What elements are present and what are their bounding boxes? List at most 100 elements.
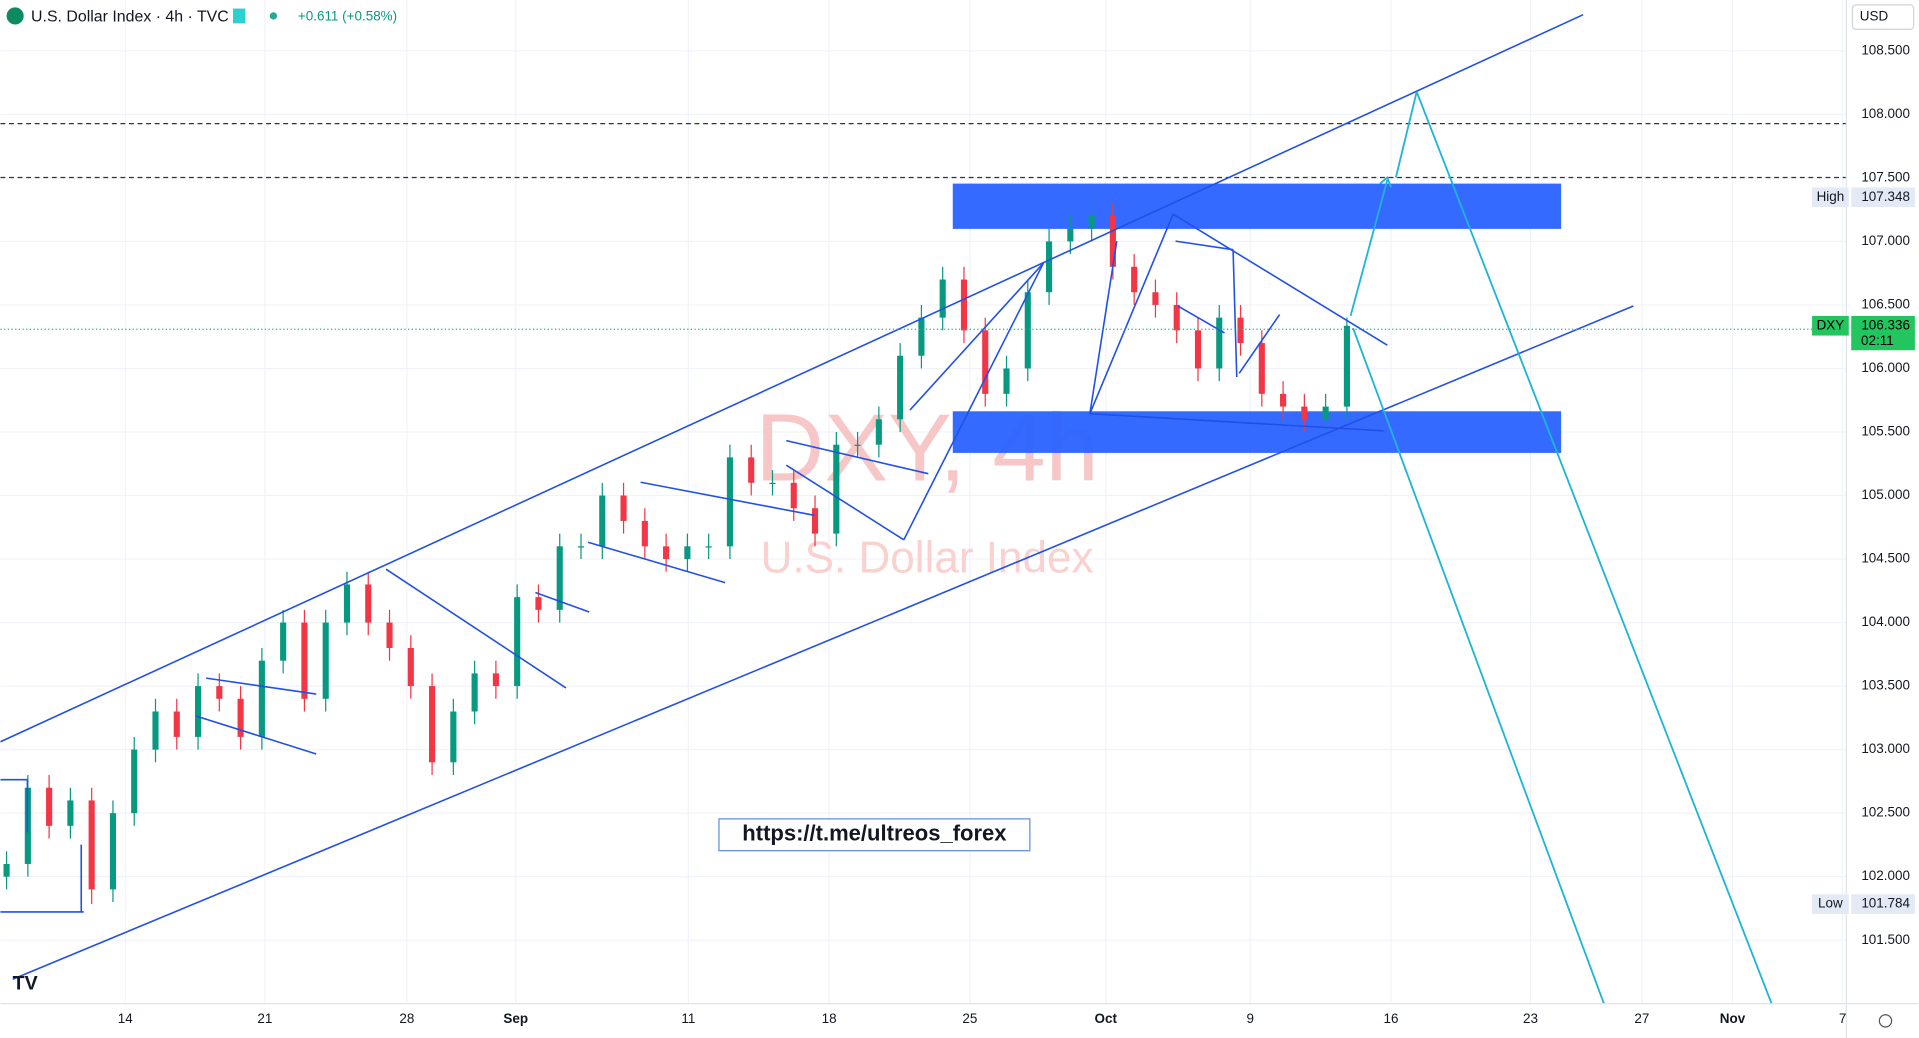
- settings-button[interactable]: [1878, 1014, 1893, 1028]
- x-tick-label: 14: [118, 1011, 133, 1026]
- change: +0.611 (+0.58%): [298, 9, 397, 24]
- candle-body: [769, 482, 776, 485]
- support-zone: [952, 411, 1562, 453]
- y-tick-label: 108.000: [1861, 106, 1910, 121]
- candle-body: [152, 711, 159, 750]
- last-name: DXY: [1817, 317, 1845, 332]
- candles: [3, 197, 1350, 905]
- status-dot: [269, 12, 278, 20]
- low-value-box: [1851, 894, 1915, 914]
- low-name: Low: [1818, 896, 1843, 911]
- x-tick-label: 7: [1839, 1011, 1846, 1026]
- candle-body: [663, 546, 670, 560]
- candle-body: [748, 457, 755, 483]
- x-tick-label: Sep: [503, 1011, 528, 1026]
- high-value-box: [1851, 187, 1915, 207]
- watermark-subtitle: U.S. Dollar Index: [761, 533, 1094, 582]
- candle-body: [386, 622, 393, 648]
- candle-body: [982, 330, 989, 394]
- candle-body: [1024, 292, 1031, 369]
- x-tick-label: 28: [399, 1011, 414, 1026]
- candle-body: [1301, 406, 1308, 420]
- candle-body: [173, 711, 180, 737]
- candle-body: [67, 800, 74, 826]
- y-tick-label: 107.000: [1861, 233, 1910, 248]
- candle-body: [726, 457, 733, 547]
- candle-body: [429, 686, 436, 763]
- chart-title: U.S. Dollar Index · 4h · TVC: [31, 8, 229, 25]
- currency: USD: [1860, 9, 1889, 24]
- x-tick-label: 18: [822, 1011, 837, 1026]
- resistance-zone: [952, 183, 1562, 229]
- candle-body: [641, 520, 648, 547]
- y-tick-label: 107.500: [1861, 169, 1910, 184]
- flag-icon[interactable]: [233, 8, 246, 24]
- candle-body: [301, 622, 308, 699]
- high-name: High: [1817, 189, 1845, 204]
- x-axis: 14 21 28 Sep 11 18 25 Oct 9 16 23 27 Nov 7: [118, 1011, 1847, 1026]
- trendlines: [0, 13, 1634, 980]
- candle-body: [1003, 368, 1010, 394]
- candle-body: [1173, 304, 1180, 331]
- x-tick-label: 16: [1383, 1011, 1398, 1026]
- y-tick-label: 105.000: [1861, 487, 1910, 502]
- candle-body: [109, 813, 117, 890]
- y-tick-label: 102.000: [1861, 868, 1910, 883]
- y-tick-label: 104.500: [1861, 551, 1910, 566]
- candle-body: [833, 444, 840, 534]
- candle-body: [556, 546, 563, 610]
- candle-body: [194, 686, 202, 737]
- candle-body: [1258, 343, 1265, 394]
- candle-body: [46, 787, 53, 826]
- candle-body: [1152, 292, 1159, 305]
- candle-body: [577, 546, 585, 548]
- y-tick-label: 103.500: [1861, 678, 1910, 693]
- candle-body: [407, 647, 414, 687]
- candle-body: [811, 508, 819, 534]
- y-tick-label: 103.000: [1861, 741, 1910, 756]
- x-tick-label: Nov: [1720, 1011, 1746, 1026]
- x-tick-label: 25: [962, 1011, 977, 1026]
- y-axis: 101.500 102.000 102.500 103.000 103.500 104.0…: [1861, 42, 1910, 946]
- x-tick-label: Oct: [1095, 1011, 1118, 1026]
- x-tick-label: 21: [257, 1011, 272, 1026]
- candle-body: [1280, 393, 1287, 407]
- candle-body: [88, 800, 95, 890]
- candle-body: [1109, 215, 1116, 267]
- currency-button[interactable]: [1851, 4, 1915, 30]
- high-value: 107.348: [1861, 189, 1910, 204]
- last-name-box: [1812, 315, 1849, 336]
- candle-body: [854, 444, 861, 446]
- candle-body: [1131, 266, 1138, 293]
- x-tick-label: 23: [1523, 1011, 1538, 1026]
- candle-body: [1216, 317, 1223, 369]
- x-tick-label: 11: [681, 1011, 695, 1026]
- candle-body: [216, 686, 223, 699]
- candle-body: [1322, 406, 1329, 420]
- candle-body: [897, 355, 904, 420]
- candle-body: [705, 546, 712, 548]
- y-tick-label: 102.500: [1861, 805, 1910, 820]
- candle-body: [1046, 241, 1053, 293]
- countdown-box: [1851, 333, 1915, 351]
- y-tick-label: 105.500: [1861, 424, 1910, 439]
- candle-body: [1237, 317, 1244, 344]
- y-tick-label: 108.500: [1861, 42, 1910, 57]
- candle-body: [450, 711, 457, 763]
- candle-body: [1088, 215, 1095, 229]
- candle-body: [684, 546, 691, 560]
- x-tick-label: 27: [1634, 1011, 1649, 1026]
- last-value-box: [1851, 315, 1915, 336]
- candle-body: [514, 597, 521, 687]
- logo: TV: [13, 972, 38, 994]
- annotation-box: [718, 818, 1031, 852]
- candle-body: [1194, 330, 1202, 369]
- countdown: 02:11: [1861, 333, 1894, 348]
- candle-body: [322, 622, 329, 699]
- symbol-icon: [6, 7, 24, 25]
- candle-body: [492, 673, 499, 687]
- candle-body: [237, 698, 244, 737]
